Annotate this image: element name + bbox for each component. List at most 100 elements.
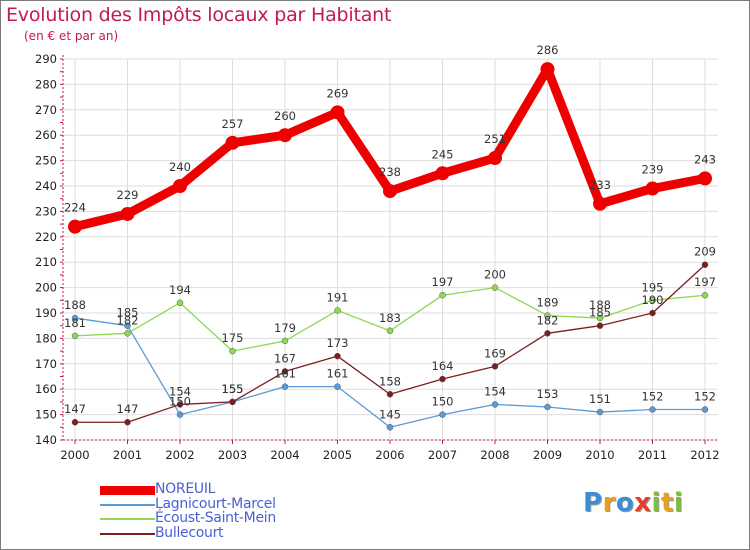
legend-swatch [100,503,155,506]
data-label-noreuil: 260 [274,109,296,123]
data-label-noreuil: 229 [117,188,139,202]
data-label-noreuil: 269 [327,86,349,100]
data-point-bullecourt [71,418,79,426]
y-tick-label: 240 [35,179,57,193]
data-point-ecoust-saint-mein [596,314,604,322]
data-point-ecoust-saint-mein [281,337,289,345]
y-tick-label: 220 [35,230,57,244]
data-label-noreuil: 233 [589,178,611,192]
data-point-ecoust-saint-mein [439,291,446,299]
data-point-lagnicourt-marcel [281,383,289,390]
legend-label: NOREUIL [155,481,216,497]
y-tick-label: 140 [35,433,57,447]
data-label-ecoust-saint-mein: 179 [274,321,296,335]
data-label-lagnicourt-marcel: 154 [484,384,506,398]
data-label-ecoust-saint-mein: 182 [117,313,139,327]
data-point-bullecourt [124,418,131,426]
data-point-bullecourt [439,375,446,383]
data-point-ecoust-saint-mein [386,327,394,335]
data-label-ecoust-saint-mein: 189 [537,296,559,310]
data-label-bullecourt: 147 [117,402,139,416]
data-point-bullecourt [334,352,341,360]
data-point-ecoust-saint-mein [71,332,79,340]
logo-letter: o [615,488,635,518]
data-point-ecoust-saint-mein [544,312,551,319]
logo-letter: r [602,488,616,518]
x-tick-label: 2004 [270,448,299,462]
grid [63,58,718,441]
x-tick-label: 2005 [323,448,352,462]
x-tick-label: 2007 [428,448,457,462]
data-point-bullecourt [281,368,289,375]
data-label-lagnicourt-marcel: 145 [379,407,401,421]
x-tick-label: 2008 [480,448,509,462]
data-label-bullecourt: 167 [274,351,296,365]
x-tick-label: 2001 [113,448,142,462]
series-lines [68,62,712,431]
data-point-noreuil [593,196,607,211]
data-label-bullecourt: 147 [64,402,86,416]
data-label-ecoust-saint-mein: 175 [222,331,244,345]
data-label-noreuil: 257 [222,117,244,131]
logo-letter: i [651,488,661,518]
y-tick-label: 180 [35,331,57,345]
data-label-bullecourt: 190 [642,293,664,307]
data-label-ecoust-saint-mein: 194 [169,283,191,297]
data-point-bullecourt [596,322,604,329]
data-label-lagnicourt-marcel: 150 [169,395,191,409]
legend-swatch [100,532,155,535]
data-point-noreuil [68,219,82,234]
legend-label: Écoust-Saint-Mein [155,510,276,526]
x-tick-label: 2012 [690,448,719,462]
y-tick-label: 290 [35,52,57,66]
data-label-noreuil: 240 [169,160,191,174]
x-tick-label: 2009 [533,448,562,462]
chart-subtitle: (en € et par an) [24,29,119,43]
data-label-lagnicourt-marcel: 150 [432,395,454,409]
data-label-lagnicourt-marcel: 152 [694,390,716,404]
data-point-lagnicourt-marcel [491,401,499,408]
y-tick-label: 190 [35,306,57,320]
data-label-ecoust-saint-mein: 197 [694,275,716,289]
data-label-noreuil: 286 [537,43,559,57]
data-label-bullecourt: 182 [537,313,559,327]
logo-letter: x [634,488,652,518]
data-label-ecoust-saint-mein: 200 [484,268,506,282]
y-tick-label: 170 [35,357,57,371]
data-label-lagnicourt-marcel: 161 [274,367,296,381]
data-point-lagnicourt-marcel [544,403,551,411]
legend-swatch [100,485,155,495]
data-point-noreuil [645,181,660,196]
data-point-noreuil [698,171,712,186]
data-point-ecoust-saint-mein [334,307,341,314]
data-point-noreuil [330,105,345,120]
data-point-lagnicourt-marcel [71,314,79,322]
data-point-bullecourt [544,330,551,337]
x-tick-label: 2002 [165,448,194,462]
data-point-ecoust-saint-mein [176,299,184,307]
data-label-bullecourt: 154 [169,384,191,398]
data-label-bullecourt: 209 [694,245,716,259]
data-point-ecoust-saint-mein [701,291,709,299]
data-label-ecoust-saint-mein: 197 [432,275,454,289]
x-tick-label: 2003 [218,448,247,462]
data-label-ecoust-saint-mein: 183 [379,311,401,325]
logo-letter: P [583,488,603,518]
data-label-bullecourt: 164 [432,359,454,373]
data-point-ecoust-saint-mein [229,347,236,355]
data-point-lagnicourt-marcel [176,411,184,418]
data-label-noreuil: 239 [642,163,664,177]
legend-label: Lagnicourt-Marcel [155,495,276,512]
data-label-noreuil: 224 [64,201,86,215]
y-tick-label: 280 [35,77,57,91]
data-label-bullecourt: 169 [484,346,506,360]
chart-title: Evolution des Impôts locaux par Habitant [6,4,392,26]
data-point-noreuil [225,135,240,150]
data-label-ecoust-saint-mein: 181 [64,316,86,330]
data-point-lagnicourt-marcel [439,411,446,418]
data-label-ecoust-saint-mein: 195 [642,280,664,294]
data-point-ecoust-saint-mein [649,297,656,304]
y-tick-label: 270 [35,103,57,117]
logo-letter: t [660,488,674,518]
data-point-bullecourt [229,398,236,406]
